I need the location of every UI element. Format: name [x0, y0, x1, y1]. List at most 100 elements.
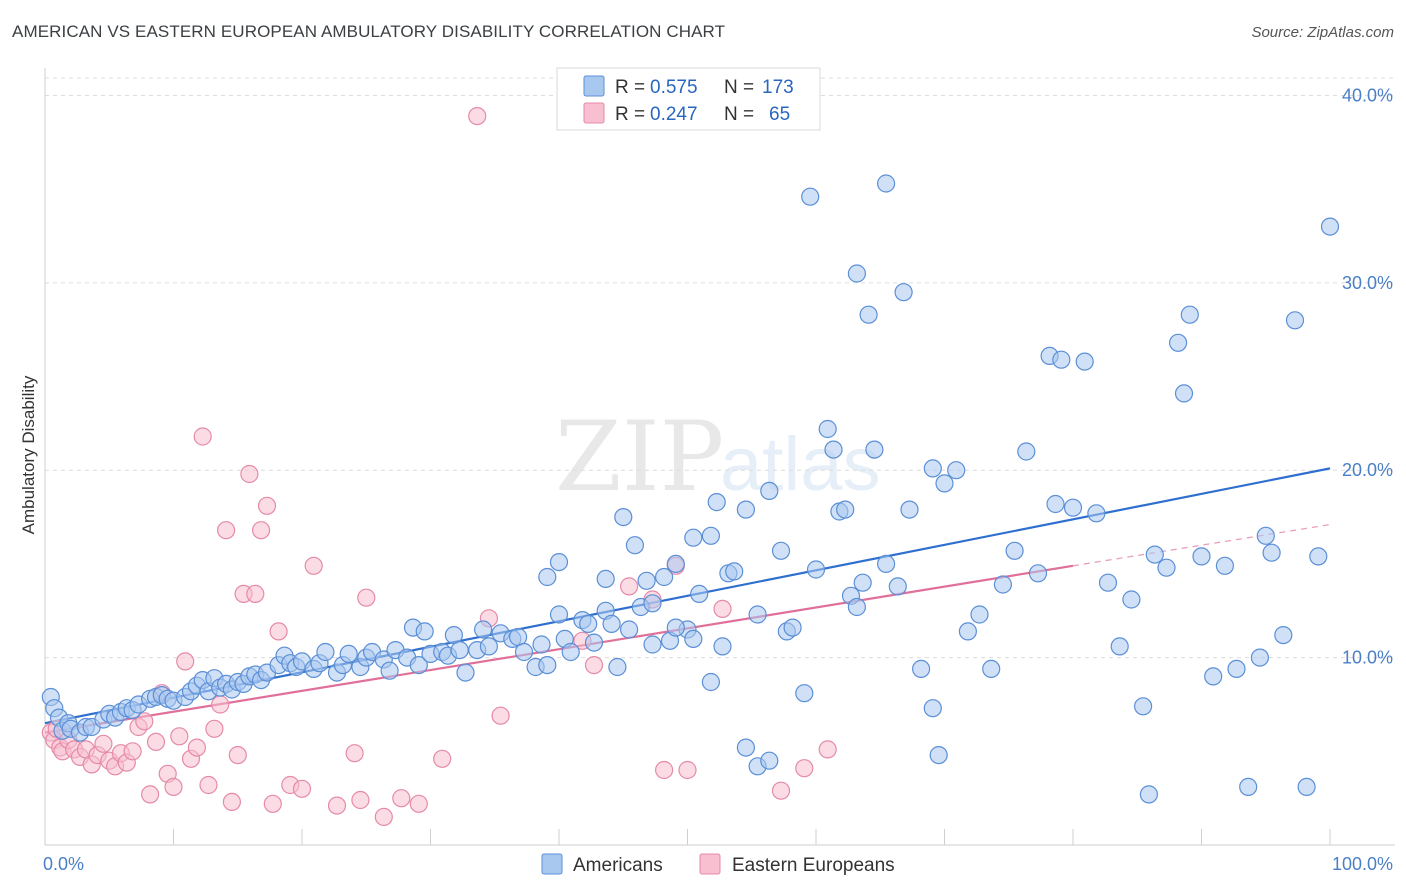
americans-point-99: [771, 541, 791, 560]
legend-swatch-americans: [583, 75, 605, 97]
americans-point-82: [619, 620, 639, 639]
americans-point-101: [783, 618, 802, 637]
legend-r-label-eastern-europeans: R =: [615, 104, 645, 125]
legend-n-label-eastern-europeans: N =: [724, 104, 754, 125]
legend-n-value-americans: 173: [762, 77, 794, 98]
americans-point-136: [1139, 785, 1159, 804]
americans-point-104: [818, 419, 837, 439]
americans-point-158: [876, 174, 896, 193]
americans-point-170: [538, 567, 557, 587]
americans-point-116: [929, 745, 948, 765]
americans-point-130: [1075, 352, 1094, 371]
eastern-europeans-points: [41, 106, 837, 827]
eastern-europeans-point-25: [176, 652, 195, 671]
americans-point-125: [1028, 564, 1048, 583]
americans-point-147: [1250, 648, 1270, 667]
americans-point-160: [923, 459, 942, 478]
americans-point-124: [1017, 442, 1036, 461]
americans-point-132: [1098, 573, 1118, 592]
bottom-legend-swatch-americans: [541, 853, 563, 875]
americans-point-146: [1239, 777, 1258, 797]
americans-point-165: [614, 507, 633, 527]
americans-point-55: [409, 655, 428, 675]
y-tick-label-0: 10.0%: [1342, 648, 1393, 668]
americans-point-166: [625, 536, 645, 555]
americans-point-62: [456, 663, 475, 682]
americans-point-127: [1046, 494, 1065, 514]
eastern-europeans-point-54: [491, 706, 510, 725]
bottom-legend-swatch-eastern-europeans: [699, 853, 721, 875]
eastern-europeans-point-58: [654, 760, 674, 780]
eastern-europeans-point-31: [211, 695, 230, 714]
x-tick-labels: 0.0% 100.0%: [43, 854, 1393, 874]
americans-point-118: [947, 461, 966, 480]
americans-point-71: [532, 635, 551, 654]
americans-point-174: [701, 672, 721, 692]
americans-point-144: [1215, 556, 1235, 575]
americans-point-169: [549, 552, 569, 572]
eastern-europeans-trendline: [44, 564, 1074, 734]
americans-point-90: [684, 629, 703, 649]
americans-point-102: [795, 684, 814, 703]
eastern-europeans-point-37: [246, 584, 265, 604]
americans-point-117: [935, 474, 954, 493]
bottom-legend-label-americans: Americans: [573, 855, 663, 876]
americans-point-81: [608, 657, 627, 677]
americans-point-80: [602, 614, 621, 634]
americans-point-161: [736, 738, 756, 757]
eastern-europeans-point-11: [94, 734, 113, 753]
americans-point-171: [596, 569, 615, 589]
legend-r-label-americans: R =: [615, 77, 645, 98]
eastern-europeans-point-62: [795, 759, 814, 778]
americans-point-96: [736, 500, 756, 519]
eastern-europeans-point-19: [141, 785, 160, 804]
americans-point-84: [637, 571, 656, 590]
americans-point-121: [982, 659, 1001, 679]
americans-point-65: [479, 637, 498, 656]
americans-point-137: [1145, 545, 1164, 564]
americans-point-93: [713, 637, 732, 656]
americans-point-43: [316, 642, 335, 662]
legend-r-value-americans: 0.575: [650, 77, 698, 98]
eastern-europeans-point-23: [164, 777, 183, 797]
americans-point-155: [801, 187, 820, 206]
eastern-europeans-point-63: [818, 740, 837, 759]
eastern-europeans-point-28: [193, 427, 212, 446]
eastern-europeans-point-61: [771, 781, 791, 800]
eastern-europeans-point-46: [345, 744, 364, 763]
americans-point-88: [666, 554, 685, 574]
watermark-atlas: atlas: [720, 422, 881, 507]
americans-point-77: [579, 614, 598, 634]
bottom-legend-label-eastern-europeans: Eastern Europeans: [732, 855, 895, 876]
americans-point-115: [923, 699, 942, 718]
americans-point-129: [1063, 498, 1083, 517]
y-tick-label-1: 20.0%: [1342, 460, 1393, 480]
americans-point-159: [894, 283, 913, 302]
x-tick-label-0: 0.0%: [43, 854, 84, 874]
eastern-europeans-point-51: [433, 749, 452, 768]
americans-point-113: [900, 500, 919, 519]
americans-point-108: [847, 597, 867, 617]
americans-point-61: [450, 640, 469, 660]
americans-point-151: [1285, 311, 1305, 330]
americans-point-72: [538, 655, 557, 675]
legend-swatch-eastern-europeans: [583, 102, 605, 124]
americans-point-95: [725, 562, 744, 581]
americans-point-152: [1297, 777, 1316, 797]
eastern-europeans-point-43: [292, 779, 312, 798]
y-tick-label-3: 40.0%: [1342, 85, 1393, 105]
eastern-europeans-point-56: [619, 577, 639, 596]
eastern-europeans-point-39: [257, 496, 277, 515]
watermark-zip: ZIP: [555, 401, 724, 513]
americans-point-97: [748, 605, 767, 624]
eastern-europeans-point-48: [374, 807, 393, 827]
legend-n-value-eastern-europeans: 65: [769, 104, 790, 125]
americans-point-156: [847, 264, 867, 283]
americans-point-103: [806, 560, 826, 579]
americans-point-128: [1052, 350, 1071, 369]
correlation-legend: R = 0.575 N = 173 R = 0.247 N = 65: [556, 67, 821, 131]
axes: [44, 68, 1395, 846]
eastern-europeans-point-18: [135, 712, 154, 731]
americans-point-145: [1227, 659, 1246, 679]
